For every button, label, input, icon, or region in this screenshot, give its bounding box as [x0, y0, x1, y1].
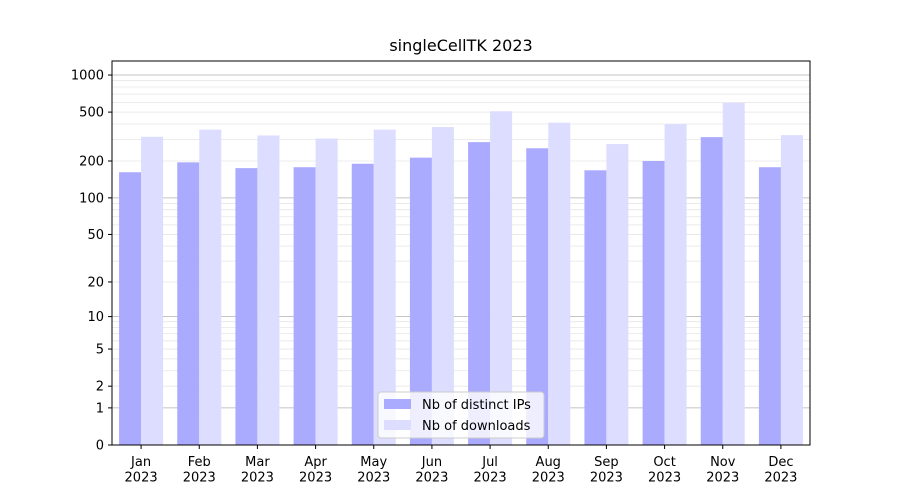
y-tick-label: 1: [96, 401, 104, 416]
bar-distinct-ips: [351, 163, 374, 445]
bar-distinct-ips: [700, 137, 723, 446]
x-tick-label: Mar 2023: [241, 455, 274, 486]
bar-distinct-ips: [293, 167, 316, 446]
bar-downloads: [606, 144, 629, 445]
bar-downloads: [373, 129, 396, 445]
y-tick-label: 200: [79, 155, 104, 170]
x-tick-label: Jan 2023: [125, 455, 158, 486]
bar-downloads: [664, 124, 687, 446]
bar-distinct-ips: [235, 168, 258, 446]
legend-label: Nb of distinct IPs: [422, 398, 531, 413]
plot-frame: [111, 60, 811, 446]
bar-downloads: [141, 136, 164, 445]
bar-distinct-ips: [584, 170, 607, 446]
bar-distinct-ips: [526, 148, 549, 445]
bar-distinct-ips: [409, 157, 432, 446]
legend-swatch: [384, 420, 411, 430]
y-tick-label: 2: [96, 380, 104, 395]
x-tick-label: Jun 2023: [415, 455, 448, 486]
y-tick-label: 100: [79, 191, 104, 206]
x-tick-label: Aug 2023: [532, 455, 565, 486]
legend-label: Nb of downloads: [422, 419, 531, 434]
y-tick-label: 0: [96, 439, 104, 454]
bar-distinct-ips: [177, 162, 200, 445]
x-tick-label: May 2023: [357, 455, 390, 486]
bar-distinct-ips: [119, 172, 142, 445]
legend-box: [377, 391, 545, 439]
y-tick-label: 500: [79, 106, 104, 121]
legend: Nb of distinct IPs Nb of downloads: [377, 391, 545, 439]
bar-downloads: [780, 135, 803, 445]
bar-downloads: [199, 129, 222, 445]
bars-layer: [119, 102, 803, 446]
y-tick-label: 5: [96, 343, 104, 358]
y-axis: 0 1 2 5 10 20 50 100 200 500 1000: [71, 69, 112, 454]
x-tick-label: Jul 2023: [474, 455, 507, 486]
bar-distinct-ips: [642, 161, 665, 445]
y-tick-label: 10: [87, 310, 104, 325]
x-tick-label: Dec 2023: [764, 455, 797, 486]
x-tick-label: Feb 2023: [183, 455, 216, 486]
legend-swatch: [384, 399, 411, 409]
x-tick-label: Apr 2023: [299, 455, 332, 486]
bar-downloads: [431, 127, 454, 445]
y-tick-label: 1000: [71, 69, 104, 84]
bar-downloads: [315, 138, 338, 446]
x-axis: Jan 2023 Feb 2023 Mar 2023 Apr 2023 May 2023 Jun 20…: [125, 445, 797, 486]
bar-downloads: [257, 135, 280, 445]
bar-distinct-ips: [758, 167, 781, 446]
chart-title: singleCellTK 2023: [389, 36, 532, 55]
x-tick-label: Sep 2023: [590, 455, 623, 486]
x-tick-label: Oct 2023: [648, 455, 681, 486]
bar-downloads: [490, 111, 513, 445]
bar-downloads: [722, 102, 745, 445]
y-tick-label: 50: [87, 228, 104, 243]
bar-distinct-ips: [468, 142, 491, 445]
y-tick-label: 20: [87, 275, 104, 290]
x-tick-label: Nov 2023: [706, 455, 739, 486]
bar-downloads: [548, 122, 571, 446]
